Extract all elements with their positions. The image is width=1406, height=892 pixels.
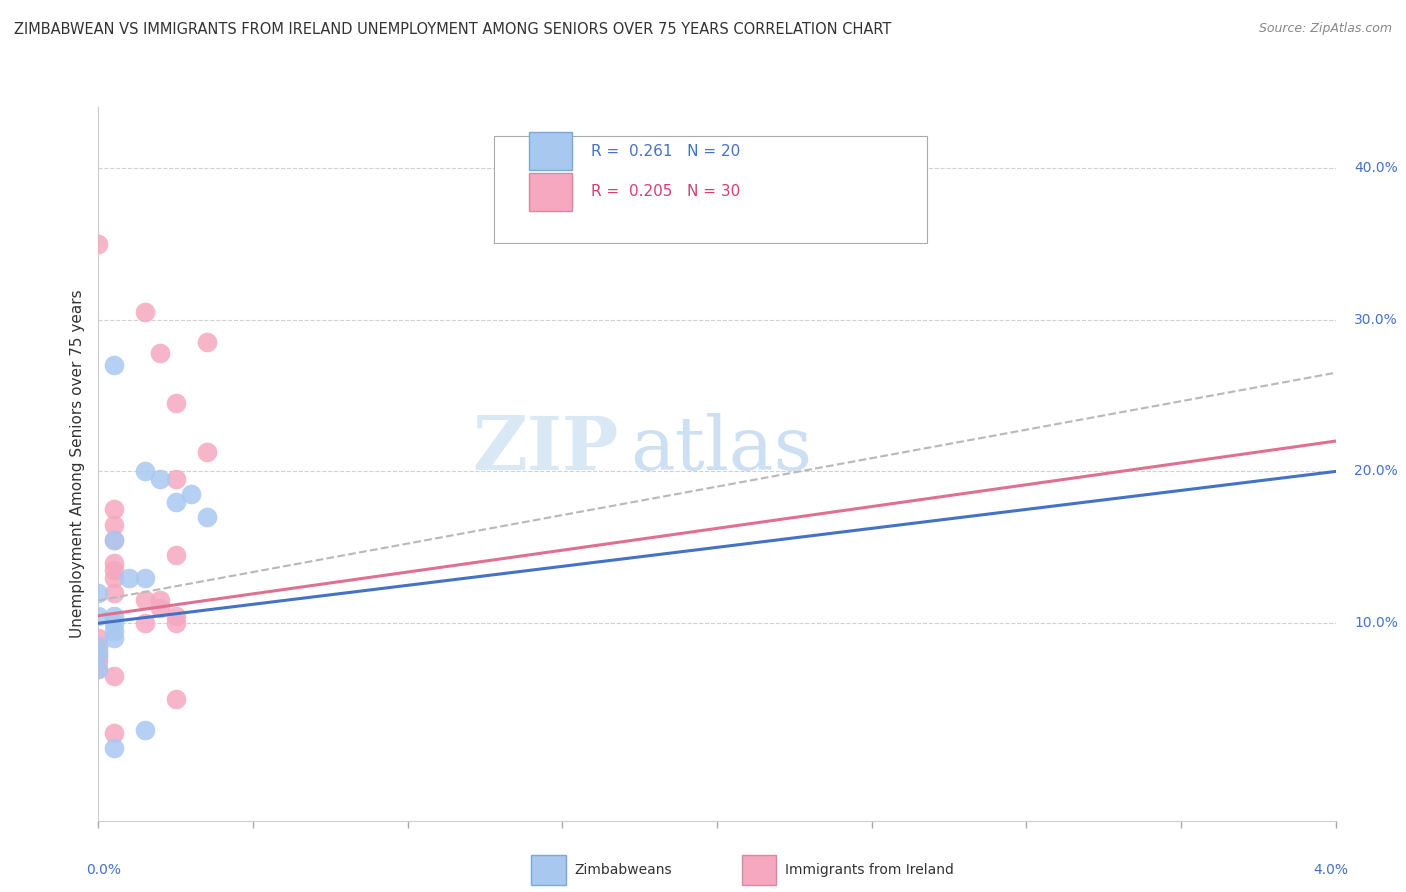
Point bbox=[87, 608, 110, 623]
Point bbox=[103, 740, 125, 755]
Point bbox=[87, 639, 110, 653]
Point bbox=[165, 616, 187, 631]
Point bbox=[149, 593, 172, 607]
Point bbox=[103, 556, 125, 570]
Point bbox=[195, 510, 218, 524]
Point bbox=[165, 472, 187, 486]
Point bbox=[165, 396, 187, 410]
Text: 30.0%: 30.0% bbox=[1354, 312, 1398, 326]
Point bbox=[103, 358, 125, 372]
Point bbox=[103, 632, 125, 646]
Point bbox=[103, 533, 125, 547]
Bar bbox=[742, 855, 776, 885]
Point bbox=[87, 647, 110, 661]
Point bbox=[103, 586, 125, 600]
Point bbox=[87, 643, 110, 657]
Point bbox=[134, 593, 156, 607]
Text: atlas: atlas bbox=[630, 413, 813, 486]
Bar bbox=[529, 173, 572, 211]
Text: R =  0.205   N = 30: R = 0.205 N = 30 bbox=[591, 185, 740, 199]
Point bbox=[118, 571, 141, 585]
Text: 0.0%: 0.0% bbox=[86, 863, 121, 878]
Point bbox=[149, 346, 172, 360]
FancyBboxPatch shape bbox=[495, 136, 928, 243]
Point bbox=[87, 632, 110, 646]
Point bbox=[165, 692, 187, 706]
Point bbox=[149, 601, 172, 615]
Point bbox=[87, 662, 110, 676]
Text: 4.0%: 4.0% bbox=[1313, 863, 1348, 878]
Point bbox=[103, 624, 125, 638]
Point bbox=[165, 495, 187, 509]
Point bbox=[103, 725, 125, 739]
Point bbox=[195, 444, 218, 458]
Bar bbox=[531, 855, 567, 885]
Point bbox=[87, 236, 110, 251]
Point bbox=[87, 639, 110, 653]
Point bbox=[87, 586, 110, 600]
Point bbox=[103, 533, 125, 547]
Point bbox=[134, 465, 156, 479]
Point bbox=[103, 669, 125, 683]
Point bbox=[87, 654, 110, 668]
Text: R =  0.261   N = 20: R = 0.261 N = 20 bbox=[591, 144, 740, 159]
Point bbox=[165, 608, 187, 623]
Text: Source: ZipAtlas.com: Source: ZipAtlas.com bbox=[1258, 22, 1392, 36]
Bar bbox=[529, 132, 572, 169]
Point bbox=[149, 472, 172, 486]
Point bbox=[103, 563, 125, 577]
Text: 40.0%: 40.0% bbox=[1354, 161, 1398, 175]
Point bbox=[103, 502, 125, 516]
Point bbox=[165, 548, 187, 562]
Point bbox=[103, 571, 125, 585]
Y-axis label: Unemployment Among Seniors over 75 years: Unemployment Among Seniors over 75 years bbox=[70, 290, 86, 638]
Point bbox=[180, 487, 202, 501]
Text: ZIMBABWEAN VS IMMIGRANTS FROM IRELAND UNEMPLOYMENT AMONG SENIORS OVER 75 YEARS C: ZIMBABWEAN VS IMMIGRANTS FROM IRELAND UN… bbox=[14, 22, 891, 37]
Point bbox=[134, 723, 156, 737]
Text: Zimbabweans: Zimbabweans bbox=[575, 863, 672, 877]
Text: ZIP: ZIP bbox=[471, 413, 619, 486]
Point bbox=[103, 608, 125, 623]
Point bbox=[87, 662, 110, 676]
Point bbox=[103, 517, 125, 532]
Point bbox=[103, 616, 125, 631]
Point bbox=[134, 571, 156, 585]
Point bbox=[87, 649, 110, 664]
Point bbox=[134, 616, 156, 631]
Point bbox=[195, 335, 218, 350]
Text: 20.0%: 20.0% bbox=[1354, 465, 1398, 478]
Text: Immigrants from Ireland: Immigrants from Ireland bbox=[785, 863, 955, 877]
Point bbox=[134, 305, 156, 319]
Text: 10.0%: 10.0% bbox=[1354, 616, 1398, 631]
